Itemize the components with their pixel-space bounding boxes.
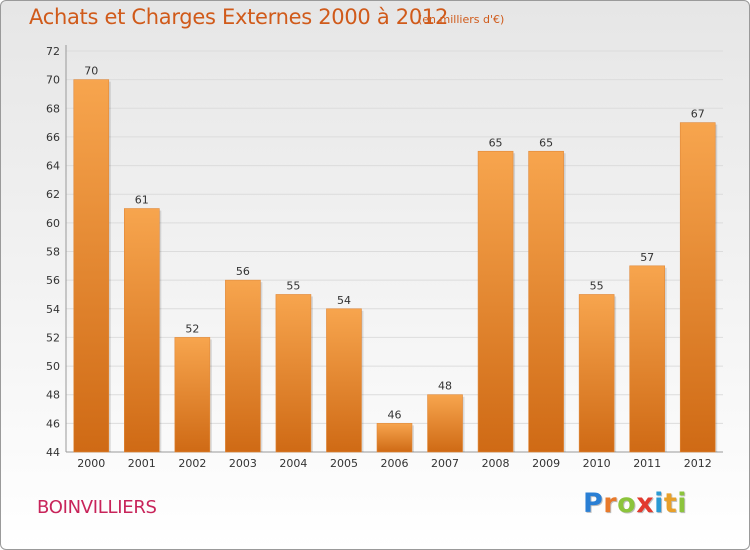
logo-letter: i [654, 488, 664, 519]
y-tick-label: 68 [46, 102, 60, 115]
data-label: 46 [388, 408, 402, 421]
x-tick-label: 2007 [431, 457, 459, 470]
bar-2010 [578, 294, 615, 453]
x-tick-label: 2003 [229, 457, 257, 470]
logo-letter: t [663, 488, 678, 519]
data-label: 57 [640, 251, 654, 264]
x-tick-label: 2001 [128, 457, 156, 470]
y-tick-label: 72 [46, 45, 60, 58]
y-tick-label: 44 [46, 446, 60, 459]
data-label: 65 [489, 136, 503, 149]
x-tick-label: 2008 [482, 457, 510, 470]
y-tick-label: 54 [46, 303, 60, 316]
bar-2006 [376, 423, 413, 453]
bar-2011 [629, 265, 665, 453]
logo-letter: x [636, 488, 655, 519]
bar-2012 [679, 122, 716, 453]
data-label: 70 [84, 65, 98, 78]
bars [73, 79, 718, 453]
y-tick-label: 46 [46, 417, 60, 430]
y-tick-label: 66 [46, 131, 60, 144]
x-tick-label: 2005 [330, 457, 358, 470]
grid-lines [66, 50, 723, 453]
data-label: 65 [539, 136, 553, 149]
data-label: 61 [135, 194, 149, 207]
x-tick-label: 2002 [178, 457, 206, 470]
chart-title: Achats et Charges Externes 2000 à 2012 [29, 5, 449, 29]
bar-2003 [225, 279, 261, 453]
logo-letter: r [603, 488, 618, 519]
y-tick-label: 62 [46, 188, 60, 201]
logo-letter: P [583, 488, 604, 519]
x-tick-label: 2006 [381, 457, 409, 470]
proxiti-logo: Proxiti [583, 488, 687, 519]
data-label: 56 [236, 265, 250, 278]
x-tick-label: 2009 [532, 457, 560, 470]
bar-2002 [174, 337, 211, 453]
labels: 44 46 48 50 52 54 56 58 60 62 64 66 68 70 72 70 2000 61 20… [46, 45, 712, 470]
bar-2008 [477, 150, 514, 453]
y-tick-label: 58 [46, 246, 60, 259]
bar-2005 [326, 308, 362, 453]
logo-letter: o [617, 488, 637, 519]
location-name: BOINVILLIERS [37, 497, 157, 518]
logo-letter: i [677, 488, 688, 519]
bar-2007 [427, 394, 463, 453]
y-tick-label: 56 [46, 274, 60, 287]
x-tick-label: 2012 [684, 457, 712, 470]
data-label: 67 [691, 108, 705, 121]
data-label: 52 [185, 322, 199, 335]
data-label: 55 [590, 279, 604, 292]
bar-2004 [275, 294, 312, 453]
data-label: 48 [438, 380, 452, 393]
bar-2000 [73, 79, 110, 453]
x-tick-label: 2000 [77, 457, 105, 470]
x-tick-label: 2011 [633, 457, 661, 470]
y-tick-label: 70 [46, 74, 60, 87]
bar-2001 [124, 208, 160, 453]
data-label: 55 [286, 279, 300, 292]
x-tick-label: 2010 [583, 457, 611, 470]
y-tick-label: 48 [46, 389, 60, 402]
y-tick-label: 60 [46, 217, 60, 230]
y-tick-label: 50 [46, 360, 60, 373]
axes [65, 45, 723, 453]
bar-2009 [528, 150, 564, 453]
x-tick-label: 2004 [279, 457, 307, 470]
y-tick-label: 52 [46, 331, 60, 344]
data-label: 54 [337, 294, 351, 307]
chart-subtitle: (en milliers d'€) [418, 13, 505, 26]
y-tick-label: 64 [46, 160, 60, 173]
